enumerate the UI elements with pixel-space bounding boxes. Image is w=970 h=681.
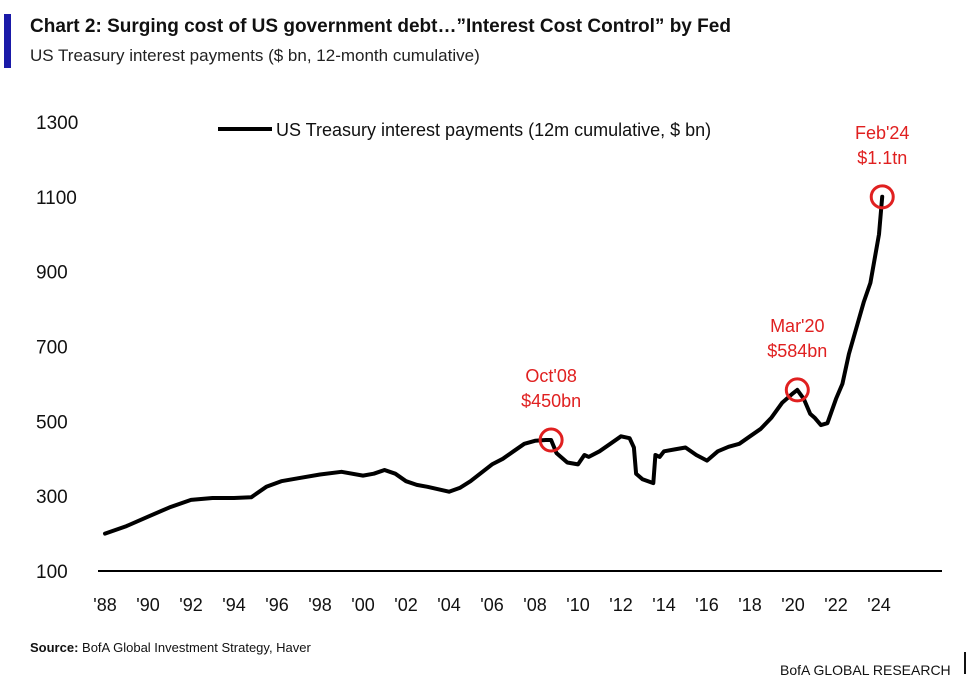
highlight-circle	[784, 377, 810, 403]
x-tick-label: '92	[179, 595, 202, 615]
series-line	[103, 194, 885, 536]
x-tick-label: '02	[394, 595, 417, 615]
x-tick-label: '94	[222, 595, 245, 615]
highlight-circle	[538, 427, 564, 453]
y-tick-label: 100	[36, 562, 68, 583]
x-tick-label: '06	[480, 595, 503, 615]
x-tick-label: '98	[308, 595, 331, 615]
y-tick-label: 900	[36, 263, 68, 284]
annotation-label: Feb'24	[855, 123, 909, 143]
brand-label: BofA GLOBAL RESEARCH	[780, 662, 951, 678]
x-tick-label: '96	[265, 595, 288, 615]
y-tick-label: 1300	[36, 113, 78, 134]
annotation-label: Oct'08	[525, 366, 576, 386]
x-tick-label: '16	[695, 595, 718, 615]
x-tick-label: '14	[652, 595, 675, 615]
annotation-value: $584bn	[767, 341, 827, 361]
source-note: Source: BofA Global Investment Strategy,…	[30, 640, 311, 655]
y-tick-label: 300	[36, 487, 68, 508]
x-tick-label: '04	[437, 595, 460, 615]
x-tick-label: '22	[824, 595, 847, 615]
x-tick-label: '18	[738, 595, 761, 615]
y-tick-label: 1100	[36, 188, 77, 209]
x-tick-label: '10	[566, 595, 589, 615]
y-tick-label: 500	[36, 412, 68, 433]
title-accent-bar	[4, 14, 11, 68]
source-label: Source:	[30, 640, 79, 655]
x-tick-label: '20	[781, 595, 804, 615]
source-text: BofA Global Investment Strategy, Haver	[82, 640, 311, 655]
x-tick-label: '88	[93, 595, 116, 615]
x-tick-label: '24	[867, 595, 890, 615]
brand-divider	[964, 652, 966, 674]
annotation-value: $1.1tn	[857, 148, 907, 168]
x-tick-label: '00	[351, 595, 374, 615]
x-tick-label: '12	[609, 595, 632, 615]
chart-subtitle: US Treasury interest payments ($ bn, 12-…	[30, 46, 480, 65]
x-tick-label: '08	[523, 595, 546, 615]
annotation-label: Mar'20	[770, 316, 824, 336]
y-tick-label: 700	[36, 338, 68, 359]
x-tick-label: '90	[136, 595, 159, 615]
highlight-circle	[869, 184, 895, 210]
annotation-value: $450bn	[521, 391, 581, 411]
chart-title: Chart 2: Surging cost of US government d…	[30, 16, 731, 37]
legend-label: US Treasury interest payments (12m cumul…	[276, 120, 711, 140]
